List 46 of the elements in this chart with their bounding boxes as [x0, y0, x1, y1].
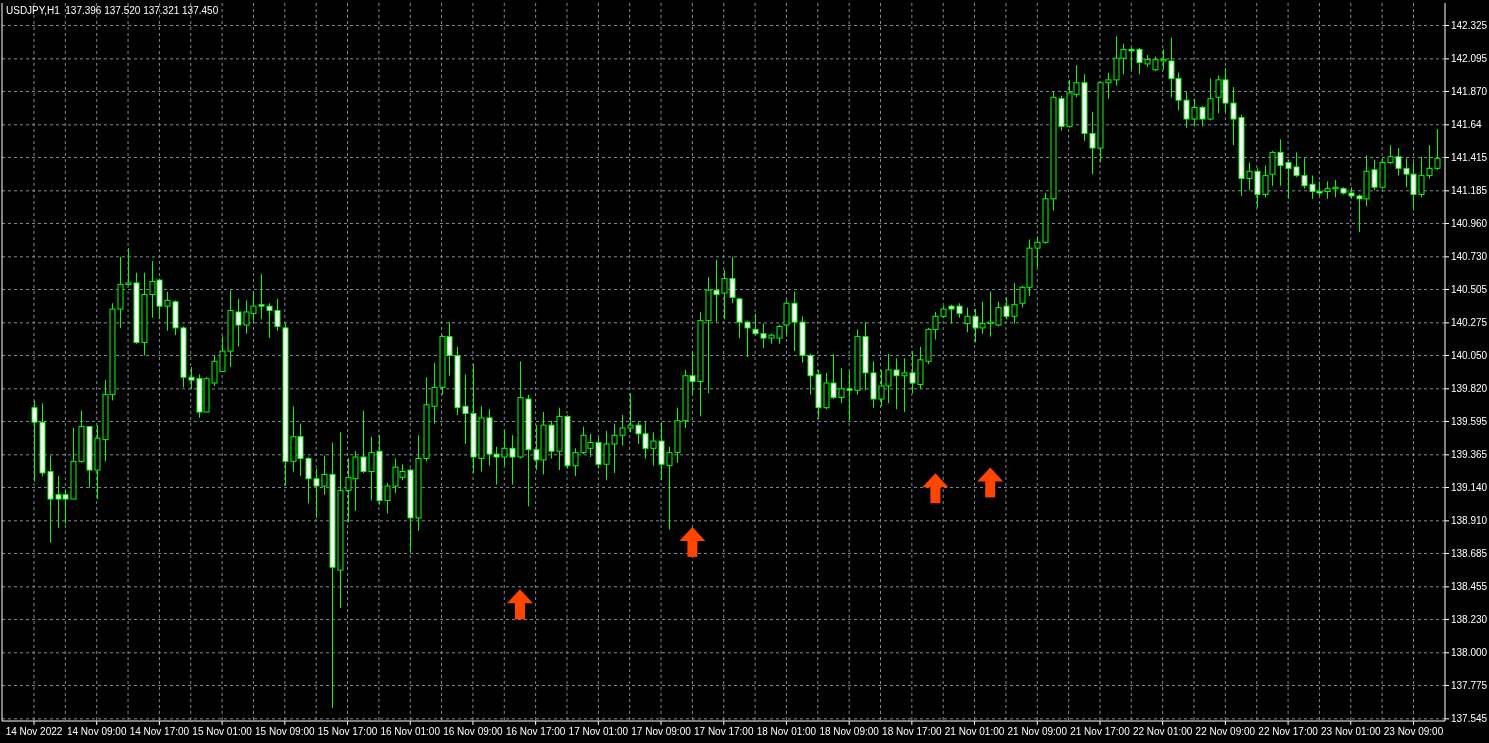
y-tick-label: 138.685: [1451, 547, 1488, 559]
x-tick-label: 17 Nov 01:00: [568, 726, 629, 737]
y-tick-label: 139.820: [1451, 383, 1488, 395]
y-tick-label: 142.095: [1451, 53, 1488, 65]
y-tick-label: 141.415: [1451, 151, 1488, 163]
x-tick-label: 18 Nov 17:00: [882, 726, 943, 737]
x-tick-label: 23 Nov 01:00: [1321, 726, 1381, 737]
x-tick-label: 15 Nov 09:00: [255, 726, 315, 737]
x-tick-label: 16 Nov 01:00: [380, 726, 441, 737]
y-tick-label: 139.365: [1451, 449, 1488, 461]
x-tick-label: 22 Nov 17:00: [1258, 726, 1319, 737]
x-tick-label: 21 Nov 01:00: [944, 726, 1005, 737]
x-tick-label: 14 Nov 09:00: [66, 726, 127, 737]
y-tick-label: 137.775: [1451, 679, 1488, 691]
y-tick-label: 140.505: [1451, 283, 1488, 295]
y-tick-label: 140.275: [1451, 317, 1488, 329]
x-tick-label: 14 Nov 2022: [5, 726, 63, 737]
x-tick-label: 21 Nov 17:00: [1070, 726, 1131, 737]
y-tick-label: 138.000: [1451, 647, 1488, 659]
y-tick-label: 137.545: [1451, 713, 1488, 725]
y-tick-label: 140.050: [1451, 349, 1488, 361]
y-tick-label: 139.595: [1451, 415, 1488, 427]
x-tick-label: 17 Nov 17:00: [693, 726, 754, 737]
x-tick-label: 15 Nov 17:00: [317, 726, 378, 737]
y-tick-label: 141.185: [1451, 185, 1488, 197]
x-tick-label: 17 Nov 09:00: [631, 726, 692, 737]
chart-title: USDJPY,H1 137.396 137.520 137.321 137.450: [6, 5, 219, 16]
y-tick-label: 138.910: [1451, 515, 1488, 527]
y-tick-label: 138.455: [1451, 581, 1488, 593]
x-tick-label: 18 Nov 01:00: [756, 726, 817, 737]
x-tick-label: 21 Nov 09:00: [1007, 726, 1068, 737]
x-tick-label: 22 Nov 09:00: [1195, 726, 1256, 737]
y-tick-label: 141.64: [1451, 119, 1483, 131]
y-tick-label: 141.870: [1451, 85, 1488, 97]
y-tick-label: 142.325: [1451, 19, 1488, 31]
x-tick-label: 15 Nov 01:00: [192, 726, 253, 737]
y-tick-label: 138.230: [1451, 613, 1488, 625]
x-tick-label: 18 Nov 09:00: [819, 726, 880, 737]
x-tick-label: 14 Nov 17:00: [129, 726, 190, 737]
x-tick-label: 22 Nov 01:00: [1132, 726, 1193, 737]
x-tick-label: 16 Nov 17:00: [505, 726, 566, 737]
y-tick-label: 140.730: [1451, 251, 1488, 263]
x-tick-label: 23 Nov 09:00: [1383, 726, 1444, 737]
x-tick-label: 16 Nov 09:00: [443, 726, 504, 737]
y-tick-label: 139.140: [1451, 481, 1488, 493]
y-tick-label: 140.960: [1451, 217, 1488, 229]
